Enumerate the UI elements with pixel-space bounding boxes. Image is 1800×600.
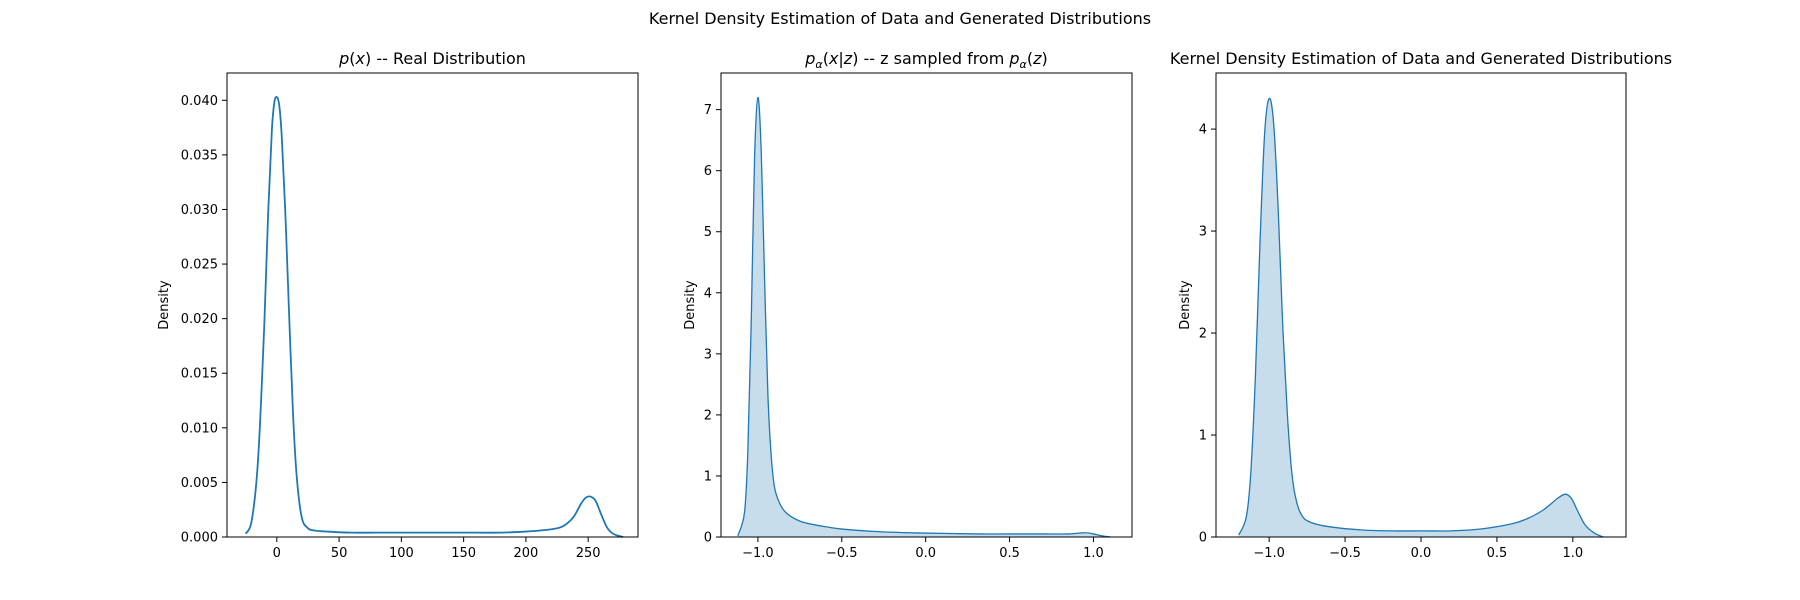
- density-curve: [1238, 97, 1604, 538]
- x-tick-label: 0.5: [999, 546, 1020, 561]
- density-curve: [737, 96, 1111, 538]
- y-tick-label: 1: [704, 469, 712, 484]
- y-axis-label: Density: [683, 280, 698, 330]
- x-tick-label: 0.0: [1411, 546, 1432, 561]
- density-curve: [244, 95, 624, 538]
- y-tick-label: 3: [1199, 225, 1207, 240]
- y-tick-label: 5: [704, 225, 712, 240]
- density-fill: [1238, 98, 1604, 537]
- x-tick-label: −0.5: [826, 546, 858, 561]
- y-tick-label: 6: [704, 164, 712, 179]
- y-axis-label: Density: [1178, 280, 1193, 330]
- y-tick-label: 0.015: [181, 367, 218, 382]
- x-tick-label: 0.5: [1487, 546, 1508, 561]
- subplot-title: Kernel Density Estimation of Data and Ge…: [1170, 49, 1672, 68]
- axes-frame: [720, 72, 1133, 538]
- x-tick-label: −1.0: [1253, 546, 1285, 561]
- y-tick-label: 0.040: [181, 94, 218, 109]
- x-tick-label: −0.5: [1329, 546, 1361, 561]
- y-tick-label: 2: [1199, 327, 1207, 342]
- y-tick-label: 4: [1199, 123, 1207, 138]
- y-tick-label: 0.030: [181, 203, 218, 218]
- x-tick-label: 0.0: [915, 546, 936, 561]
- y-axis-label: Density: [157, 280, 172, 330]
- y-tick-label: 3: [704, 347, 712, 362]
- subplot-title: pα(x|z) -- z sampled from pα(z): [804, 49, 1047, 71]
- x-tick-label: 150: [451, 546, 476, 561]
- density-fill: [737, 97, 1111, 537]
- x-tick-label: 200: [513, 546, 538, 561]
- x-tick-label: 1.0: [1083, 546, 1104, 561]
- x-tick-label: −1.0: [742, 546, 774, 561]
- x-tick-label: 1.0: [1563, 546, 1584, 561]
- y-tick-label: 7: [704, 103, 712, 118]
- y-tick-label: 2: [704, 408, 712, 423]
- y-tick-label: 0.020: [181, 312, 218, 327]
- y-tick-label: 0.000: [181, 531, 218, 546]
- y-tick-label: 0.035: [181, 148, 218, 163]
- subplot-1: 0 50 100 150 200 250 0.000 0.005 0.010 0.015 0.020…: [157, 49, 639, 561]
- figure-title: Kernel Density Estimation of Data and Ge…: [649, 9, 1151, 28]
- x-tick-label: 0: [273, 546, 281, 561]
- subplots: 0 50 100 150 200 2500.0000.0050.0100.0150.020…: [157, 49, 1672, 561]
- axes-frame: [226, 72, 639, 538]
- x-tick-label: 50: [331, 546, 348, 561]
- y-tick-label: 0.005: [181, 476, 218, 491]
- y-tick-label: 4: [704, 286, 712, 301]
- y-tick-label: 0.025: [181, 258, 218, 273]
- y-tick-label: 0: [704, 531, 712, 546]
- subplot-title: p(x) -- Real Distribution: [338, 49, 526, 68]
- x-tick-label: 100: [389, 546, 414, 561]
- y-tick-label: 0.010: [181, 421, 218, 436]
- y-tick-label: 1: [1199, 429, 1207, 444]
- x-tick-label: 250: [576, 546, 601, 561]
- subplot-3: −1.0 −0.5 0.0 0.5 1.0 0 1 2 3 4 Density Kernel Dens…: [1170, 49, 1672, 561]
- y-tick-label: 0: [1199, 531, 1207, 546]
- subplot-2: −1.0 −0.5 0.0 0.5 1.0 0 1 2 3 4 5 6 7 Density pα(x|z) …: [683, 49, 1133, 561]
